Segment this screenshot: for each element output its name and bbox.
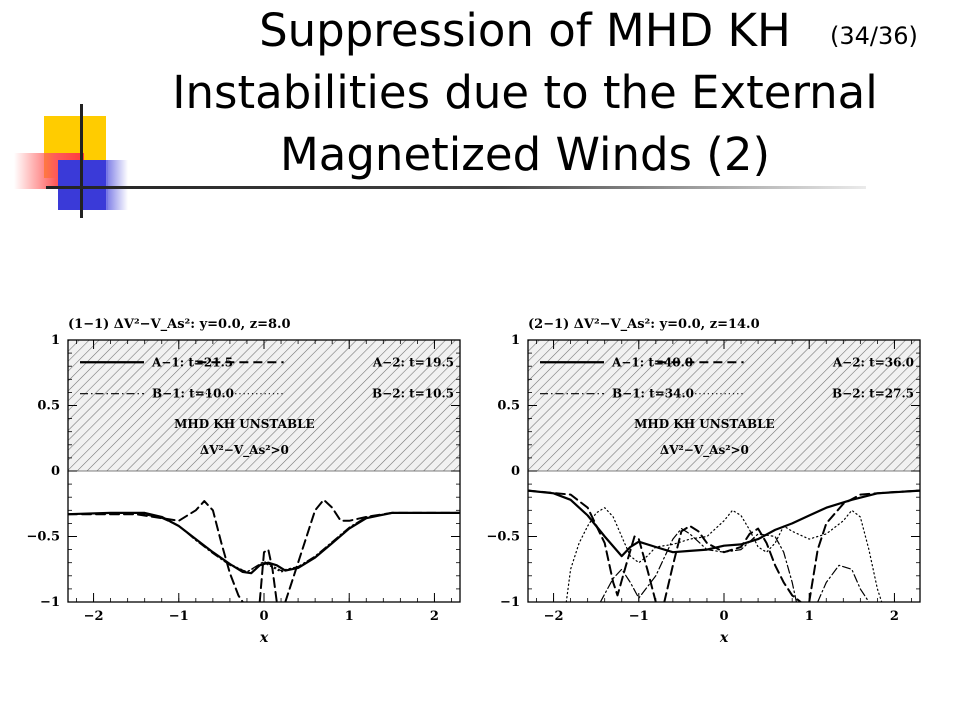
y-tick-label: −1 (500, 595, 520, 610)
y-tick-label: −0.5 (486, 530, 520, 545)
series-group (528, 489, 920, 602)
legend-label: A−1: t=21.5 (151, 355, 233, 369)
x-tick-label: 2 (890, 609, 899, 624)
legend-label: B−1: t=10.0 (152, 387, 234, 401)
y-tick-label: 0.5 (497, 399, 520, 414)
x-tick-label: −1 (629, 609, 649, 624)
deco-blue-square (58, 160, 108, 210)
series-line-dashdot (599, 528, 797, 602)
chart-2-svg: (2−1) ΔV²−V_As²: y=0.0, z=14.0 −1 −0.5 0 0.5… (486, 317, 921, 646)
y-tick-label: 0.5 (37, 399, 60, 414)
chart-title: (1−1) ΔV²−V_As²: y=0.0, z=8.0 (68, 317, 291, 332)
chart-title: (2−1) ΔV²−V_As²: y=0.0, z=14.0 (528, 317, 760, 332)
series-line-dashed (284, 498, 460, 602)
x-tick-label: −1 (169, 609, 189, 624)
slide-title-line-3: Magnetized Winds (2) (279, 128, 771, 181)
legend-label: A−1: t=40.0 (611, 355, 693, 369)
deco-blue-fade (106, 160, 128, 210)
x-tick-label: −2 (84, 609, 104, 624)
legend-label: B−1: t=34.0 (612, 387, 694, 401)
slide-title: Suppression of MHD KH Instabilities due … (150, 0, 900, 186)
region-label: MHD KH UNSTABLE (634, 417, 775, 431)
region-label: MHD KH UNSTABLE (174, 417, 315, 431)
x-axis-label: x (719, 630, 729, 646)
y-tick-label: 1 (51, 333, 60, 348)
y-tick-label: 0 (511, 464, 520, 479)
series-line-dashed (808, 489, 920, 602)
legend-label: B−2: t=27.5 (832, 387, 914, 401)
y-tick-label: 0 (51, 464, 60, 479)
x-tick-label: 0 (719, 609, 728, 624)
region-condition: ΔV²−V_As²>0 (660, 443, 749, 458)
chart-1-svg: (1−1) ΔV²−V_As²: y=0.0, z=8.0 −1 −0.5 0 0.5 1… (26, 317, 461, 646)
x-tick-label: 2 (430, 609, 439, 624)
series-line-dashdot (817, 564, 870, 602)
legend-label: A−2: t=19.5 (372, 355, 454, 369)
deco-horizontal-rule (46, 186, 866, 189)
chart-panel-2: (2−1) ΔV²−V_As²: y=0.0, z=14.0 −1 −0.5 0 0.5… (480, 300, 940, 660)
slide-title-line-1: Suppression of MHD KH (259, 4, 791, 57)
y-tick-label: 1 (511, 333, 520, 348)
series-line-solid (528, 489, 920, 558)
chart-panel-1: (1−1) ΔV²−V_As²: y=0.0, z=8.0 −1 −0.5 0 0.5 1… (20, 300, 480, 660)
series-line-dashed (258, 548, 278, 602)
x-tick-label: 1 (345, 609, 354, 624)
x-axis-label: x (259, 630, 269, 646)
series-line-solid (68, 511, 460, 575)
slide-title-line-2: Instabilities due to the External (172, 66, 878, 119)
region-condition: ΔV²−V_As²>0 (200, 443, 289, 458)
y-tick-label: −0.5 (26, 530, 60, 545)
series-line-dotted (68, 512, 460, 573)
x-tick-label: 1 (805, 609, 814, 624)
series-line-dashed (528, 489, 657, 602)
series-group (68, 498, 460, 602)
x-tick-label: −2 (544, 609, 564, 624)
slide-number: (34/36) (830, 22, 918, 50)
series-line-dotted (565, 507, 883, 602)
series-line-dashed (663, 525, 802, 602)
y-tick-label: −1 (40, 595, 60, 610)
series-line-dashed (68, 500, 244, 602)
legend-label: B−2: t=10.5 (372, 387, 454, 401)
deco-vertical-line (80, 104, 83, 218)
legend-label: A−2: t=36.0 (832, 355, 914, 369)
x-tick-label: 0 (259, 609, 268, 624)
